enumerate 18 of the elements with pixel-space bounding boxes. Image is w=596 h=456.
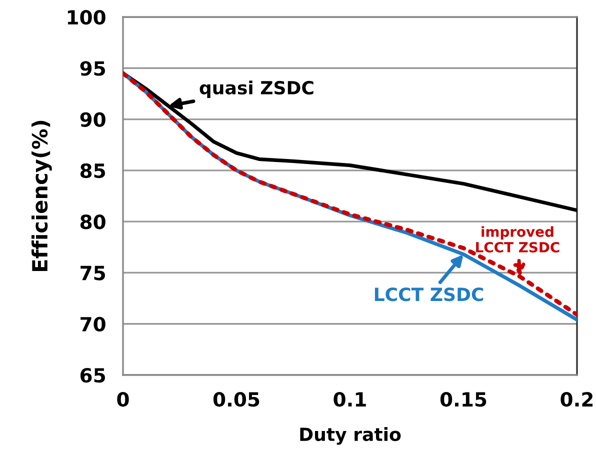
y-tick-label: 80: [80, 214, 106, 230]
y-tick-label: 65: [80, 368, 105, 383]
x-tick-label: 0.15: [440, 392, 486, 407]
y-axis-title: Efficiency(%): [32, 120, 52, 271]
series-label: quasi ZSDC: [200, 80, 314, 98]
y-tick-label: 90: [80, 112, 106, 127]
legend-label: LCCT ZSDC: [374, 288, 484, 302]
y-tick-label: 85: [80, 163, 105, 178]
x-tick-label: 0.05: [213, 392, 260, 407]
series-label: improved LCCT ZSDC: [476, 226, 560, 252]
y-tick-label: 70: [80, 316, 106, 332]
x-tick-label: 0.1: [334, 392, 366, 407]
x-axis-title: Duty ratio: [300, 427, 401, 445]
y-tick-label: 100: [68, 10, 106, 25]
y-tick-label: 95: [80, 61, 105, 76]
y-tick-label: 75: [80, 266, 105, 280]
x-tick-label: 0.2: [560, 392, 593, 407]
x-tick-label: 0: [117, 392, 129, 407]
